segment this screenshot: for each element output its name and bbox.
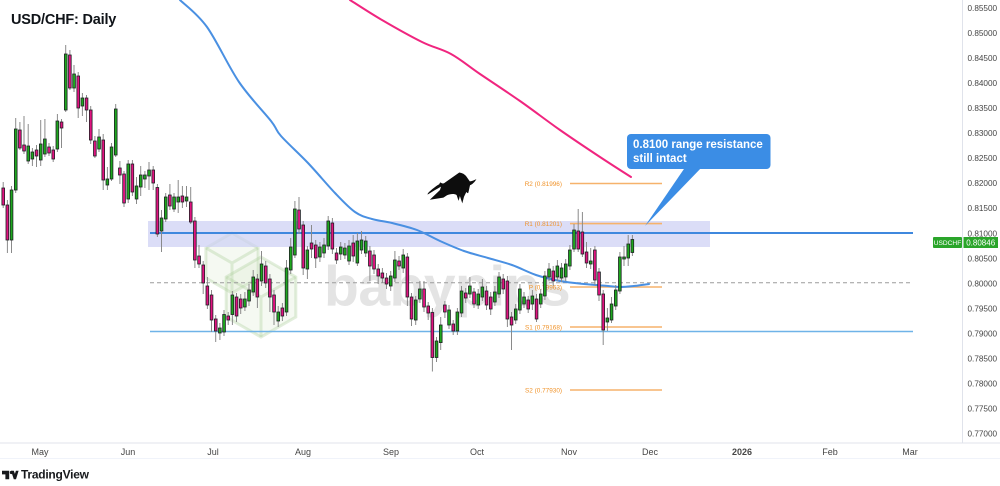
svg-text:0.81000: 0.81000 — [968, 229, 998, 238]
svg-text:S1 (0.79168): S1 (0.79168) — [525, 325, 562, 332]
svg-text:May: May — [31, 447, 49, 457]
svg-text:0.78000: 0.78000 — [968, 379, 998, 388]
svg-text:Sep: Sep — [383, 447, 399, 457]
svg-text:TradingView: TradingView — [21, 468, 90, 482]
svg-text:Feb: Feb — [822, 447, 838, 457]
svg-text:2026: 2026 — [732, 447, 752, 457]
svg-text:0.77500: 0.77500 — [968, 405, 998, 414]
svg-text:0.84000: 0.84000 — [968, 79, 998, 88]
svg-text:0.82500: 0.82500 — [968, 154, 998, 163]
svg-text:USD/CHF: Daily: USD/CHF: Daily — [11, 12, 116, 28]
svg-text:still intact: still intact — [633, 153, 687, 165]
svg-text:0.81500: 0.81500 — [968, 204, 998, 213]
svg-text:Jun: Jun — [121, 447, 136, 457]
svg-text:0.85500: 0.85500 — [968, 4, 998, 13]
svg-text:Mar: Mar — [902, 447, 918, 457]
svg-text:0.84500: 0.84500 — [968, 54, 998, 63]
svg-text:USDCHF: USDCHF — [934, 240, 961, 247]
svg-text:0.82000: 0.82000 — [968, 179, 998, 188]
svg-text:0.80000: 0.80000 — [968, 279, 998, 288]
svg-text:Aug: Aug — [295, 447, 311, 457]
svg-text:0.83500: 0.83500 — [968, 104, 998, 113]
svg-text:0.78500: 0.78500 — [968, 354, 998, 363]
svg-text:Oct: Oct — [470, 447, 485, 457]
svg-text:R1 (0.81201): R1 (0.81201) — [525, 221, 562, 228]
svg-text:0.83000: 0.83000 — [968, 129, 998, 138]
svg-text:0.80846: 0.80846 — [966, 238, 995, 247]
svg-text:0.79000: 0.79000 — [968, 329, 998, 338]
svg-text:0.79500: 0.79500 — [968, 304, 998, 313]
svg-text:Jul: Jul — [207, 447, 219, 457]
svg-text:Nov: Nov — [561, 447, 578, 457]
svg-text:R2 (0.81996): R2 (0.81996) — [525, 181, 562, 188]
svg-text:S2 (0.77930): S2 (0.77930) — [525, 388, 562, 395]
svg-text:Dec: Dec — [642, 447, 659, 457]
svg-text:0.85000: 0.85000 — [968, 29, 998, 38]
svg-text:0.8100 range resistance: 0.8100 range resistance — [633, 139, 763, 151]
svg-text:0.77000: 0.77000 — [968, 430, 998, 439]
svg-text:0.80500: 0.80500 — [968, 254, 998, 263]
